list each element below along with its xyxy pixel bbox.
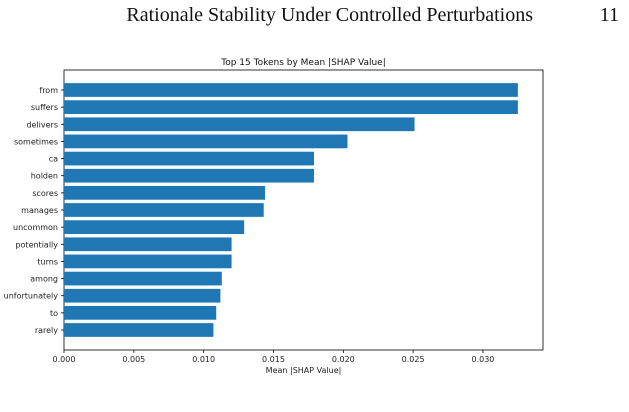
bar-holden: [64, 168, 314, 183]
bar-uncommon: [64, 220, 245, 234]
y-tick-label: uncommon: [13, 223, 58, 232]
running-head: Rationale Stability Under Controlled Per…: [0, 4, 629, 34]
bar-among: [64, 271, 222, 286]
x-tick-label: 0.025: [402, 355, 425, 364]
y-tick-label: manages: [21, 206, 58, 215]
bar-scores: [64, 186, 266, 200]
x-tick-label: 0.015: [262, 355, 285, 364]
y-tick-label: potentially: [15, 240, 58, 249]
bar-suffers: [64, 100, 518, 114]
y-tick-label: ca: [49, 155, 58, 164]
y-tick-label: sometimes: [14, 137, 58, 146]
y-tick-label: holden: [31, 172, 58, 181]
x-tick-label: 0.005: [122, 355, 145, 364]
y-tick-label: unfortunately: [4, 292, 59, 301]
chart-title: Top 15 Tokens by Mean |SHAP Value|: [220, 58, 386, 68]
bar-ca: [64, 151, 314, 166]
x-axis-title: Mean |SHAP Value|: [266, 366, 342, 375]
bar-to: [64, 306, 217, 320]
y-tick-label: among: [30, 275, 58, 284]
x-tick-label: 0.010: [192, 355, 215, 364]
bar-manages: [64, 203, 264, 217]
x-ticks: 0.000 0.005 0.010 0.015 0.020 0.025 0.030: [53, 350, 494, 364]
bars-group: [64, 83, 518, 337]
bar-unfortunately: [64, 288, 221, 303]
x-tick-label: 0.020: [332, 355, 355, 364]
page-number: 11: [599, 4, 619, 26]
x-tick-label: 0.030: [471, 355, 494, 364]
y-tick-label: suffers: [31, 103, 58, 112]
bar-sometimes: [64, 134, 348, 149]
bar-rarely: [64, 323, 214, 337]
running-title: Rationale Stability Under Controlled Per…: [126, 4, 533, 26]
y-tick-labels: from suffers delivers sometimes ca holden scor…: [4, 86, 64, 335]
y-tick-label: turns: [37, 257, 58, 266]
y-tick-label: from: [39, 86, 58, 95]
y-tick-label: delivers: [26, 120, 58, 129]
bar-delivers: [64, 117, 415, 132]
bar-turns: [64, 254, 232, 269]
x-tick-label: 0.000: [53, 355, 76, 364]
y-tick-label: to: [50, 309, 58, 318]
y-tick-label: rarely: [35, 326, 58, 335]
bar-from: [64, 83, 518, 97]
y-tick-label: scores: [32, 189, 58, 198]
bar-potentially: [64, 237, 232, 252]
